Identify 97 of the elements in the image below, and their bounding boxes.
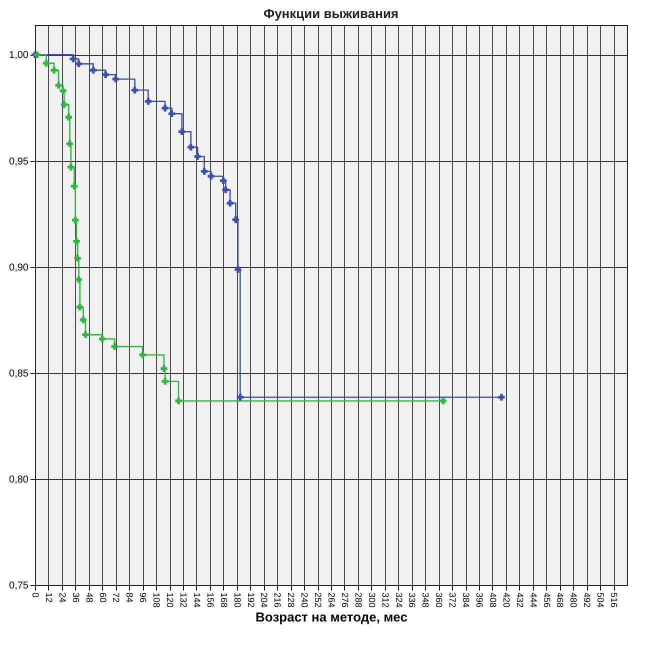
point	[200, 168, 208, 175]
y-tick-label: 1,00	[9, 50, 29, 62]
x-tick-label: 312	[380, 592, 390, 608]
point	[144, 98, 152, 105]
x-tick-label: 156	[205, 592, 216, 608]
x-tick-label: 516	[609, 592, 620, 608]
x-tick-label: 216	[272, 592, 283, 608]
x-tick-label: 108	[152, 592, 162, 608]
x-tick-label: 432	[514, 592, 525, 608]
point	[232, 216, 240, 224]
x-tick-label: 396	[474, 592, 484, 608]
point	[440, 398, 446, 404]
x-tick-label: 348	[420, 592, 431, 608]
x-tick-label: 96	[138, 592, 148, 603]
point	[82, 331, 89, 338]
y-tick-label: 0,85	[9, 368, 29, 380]
point	[222, 186, 229, 194]
point	[226, 200, 234, 207]
point	[42, 60, 50, 67]
point	[60, 101, 68, 108]
x-tick-label: 360	[434, 592, 444, 608]
x-tick-label: 204	[259, 592, 270, 608]
point	[80, 316, 87, 324]
point	[162, 104, 168, 112]
x-tick-label: 252	[313, 592, 324, 608]
x-tick-label: 12	[44, 592, 54, 603]
point	[98, 336, 106, 342]
x-tick-label: 492	[582, 592, 592, 608]
point	[76, 304, 84, 310]
point	[68, 164, 74, 170]
point	[75, 276, 82, 283]
point	[131, 86, 138, 94]
x-tick-label: 300	[366, 592, 377, 608]
point	[72, 216, 79, 224]
point	[208, 172, 214, 180]
x-tick-label: 288	[353, 592, 364, 608]
x-axis-title: Возраст на методе, мес	[256, 610, 408, 625]
x-tick-label: 84	[124, 592, 135, 603]
chart-title: Функции выживания	[263, 6, 399, 21]
x-tick-label: 444	[528, 592, 538, 608]
point	[65, 114, 72, 121]
x-tick-label: 420	[501, 592, 512, 608]
point	[34, 51, 41, 58]
x-tick-label: 0	[30, 592, 40, 598]
x-tick-label: 228	[286, 592, 296, 608]
x-tick-label: 72	[111, 592, 122, 603]
x-tick-label: 120	[165, 592, 176, 608]
x-tick-label: 240	[300, 592, 310, 608]
x-tick-label: 384	[461, 592, 472, 608]
point	[90, 66, 97, 74]
x-tick-label: 276	[340, 592, 350, 608]
point	[220, 177, 227, 184]
x-tick-label: 180	[232, 592, 242, 608]
point	[168, 110, 176, 118]
point	[102, 71, 109, 78]
point	[498, 394, 505, 401]
x-tick-label: 480	[568, 592, 579, 608]
x-tick-label: 336	[407, 592, 418, 608]
point	[194, 153, 201, 160]
x-tick-label: 192	[246, 592, 256, 608]
point	[70, 56, 76, 62]
point	[60, 87, 66, 94]
point	[75, 60, 82, 68]
x-tick-label: 132	[178, 592, 188, 608]
point	[187, 144, 194, 151]
point	[139, 351, 146, 358]
point	[178, 128, 186, 136]
x-tick-label: 504	[596, 592, 606, 608]
x-tick-label: 408	[488, 592, 498, 608]
x-tick-label: 144	[192, 592, 202, 608]
x-tick-label: 468	[555, 592, 566, 608]
y-tick-label: 0,75	[9, 580, 29, 592]
point	[112, 76, 120, 82]
x-tick-label: 24	[57, 592, 68, 603]
x-tick-label: 48	[84, 592, 94, 603]
point	[236, 394, 244, 401]
point	[73, 238, 80, 245]
point	[70, 182, 78, 190]
point	[111, 343, 118, 350]
x-tick-label: 264	[326, 592, 336, 608]
x-tick-label: 324	[394, 592, 404, 608]
x-tick-label: 372	[448, 592, 458, 608]
point	[162, 378, 168, 385]
point	[55, 82, 62, 89]
point	[50, 66, 58, 74]
x-tick-label: 456	[542, 592, 552, 608]
y-tick-label: 0,95	[9, 156, 29, 168]
y-tick-label: 0,80	[9, 474, 29, 486]
point	[234, 266, 242, 273]
x-tick-label: 36	[70, 592, 81, 603]
point	[160, 365, 168, 372]
x-tick-label: 60	[98, 592, 108, 603]
x-tick-label: 168	[218, 592, 229, 608]
point	[74, 254, 81, 262]
point	[66, 140, 74, 148]
y-tick-label: 0,90	[9, 262, 29, 274]
point	[175, 398, 182, 404]
